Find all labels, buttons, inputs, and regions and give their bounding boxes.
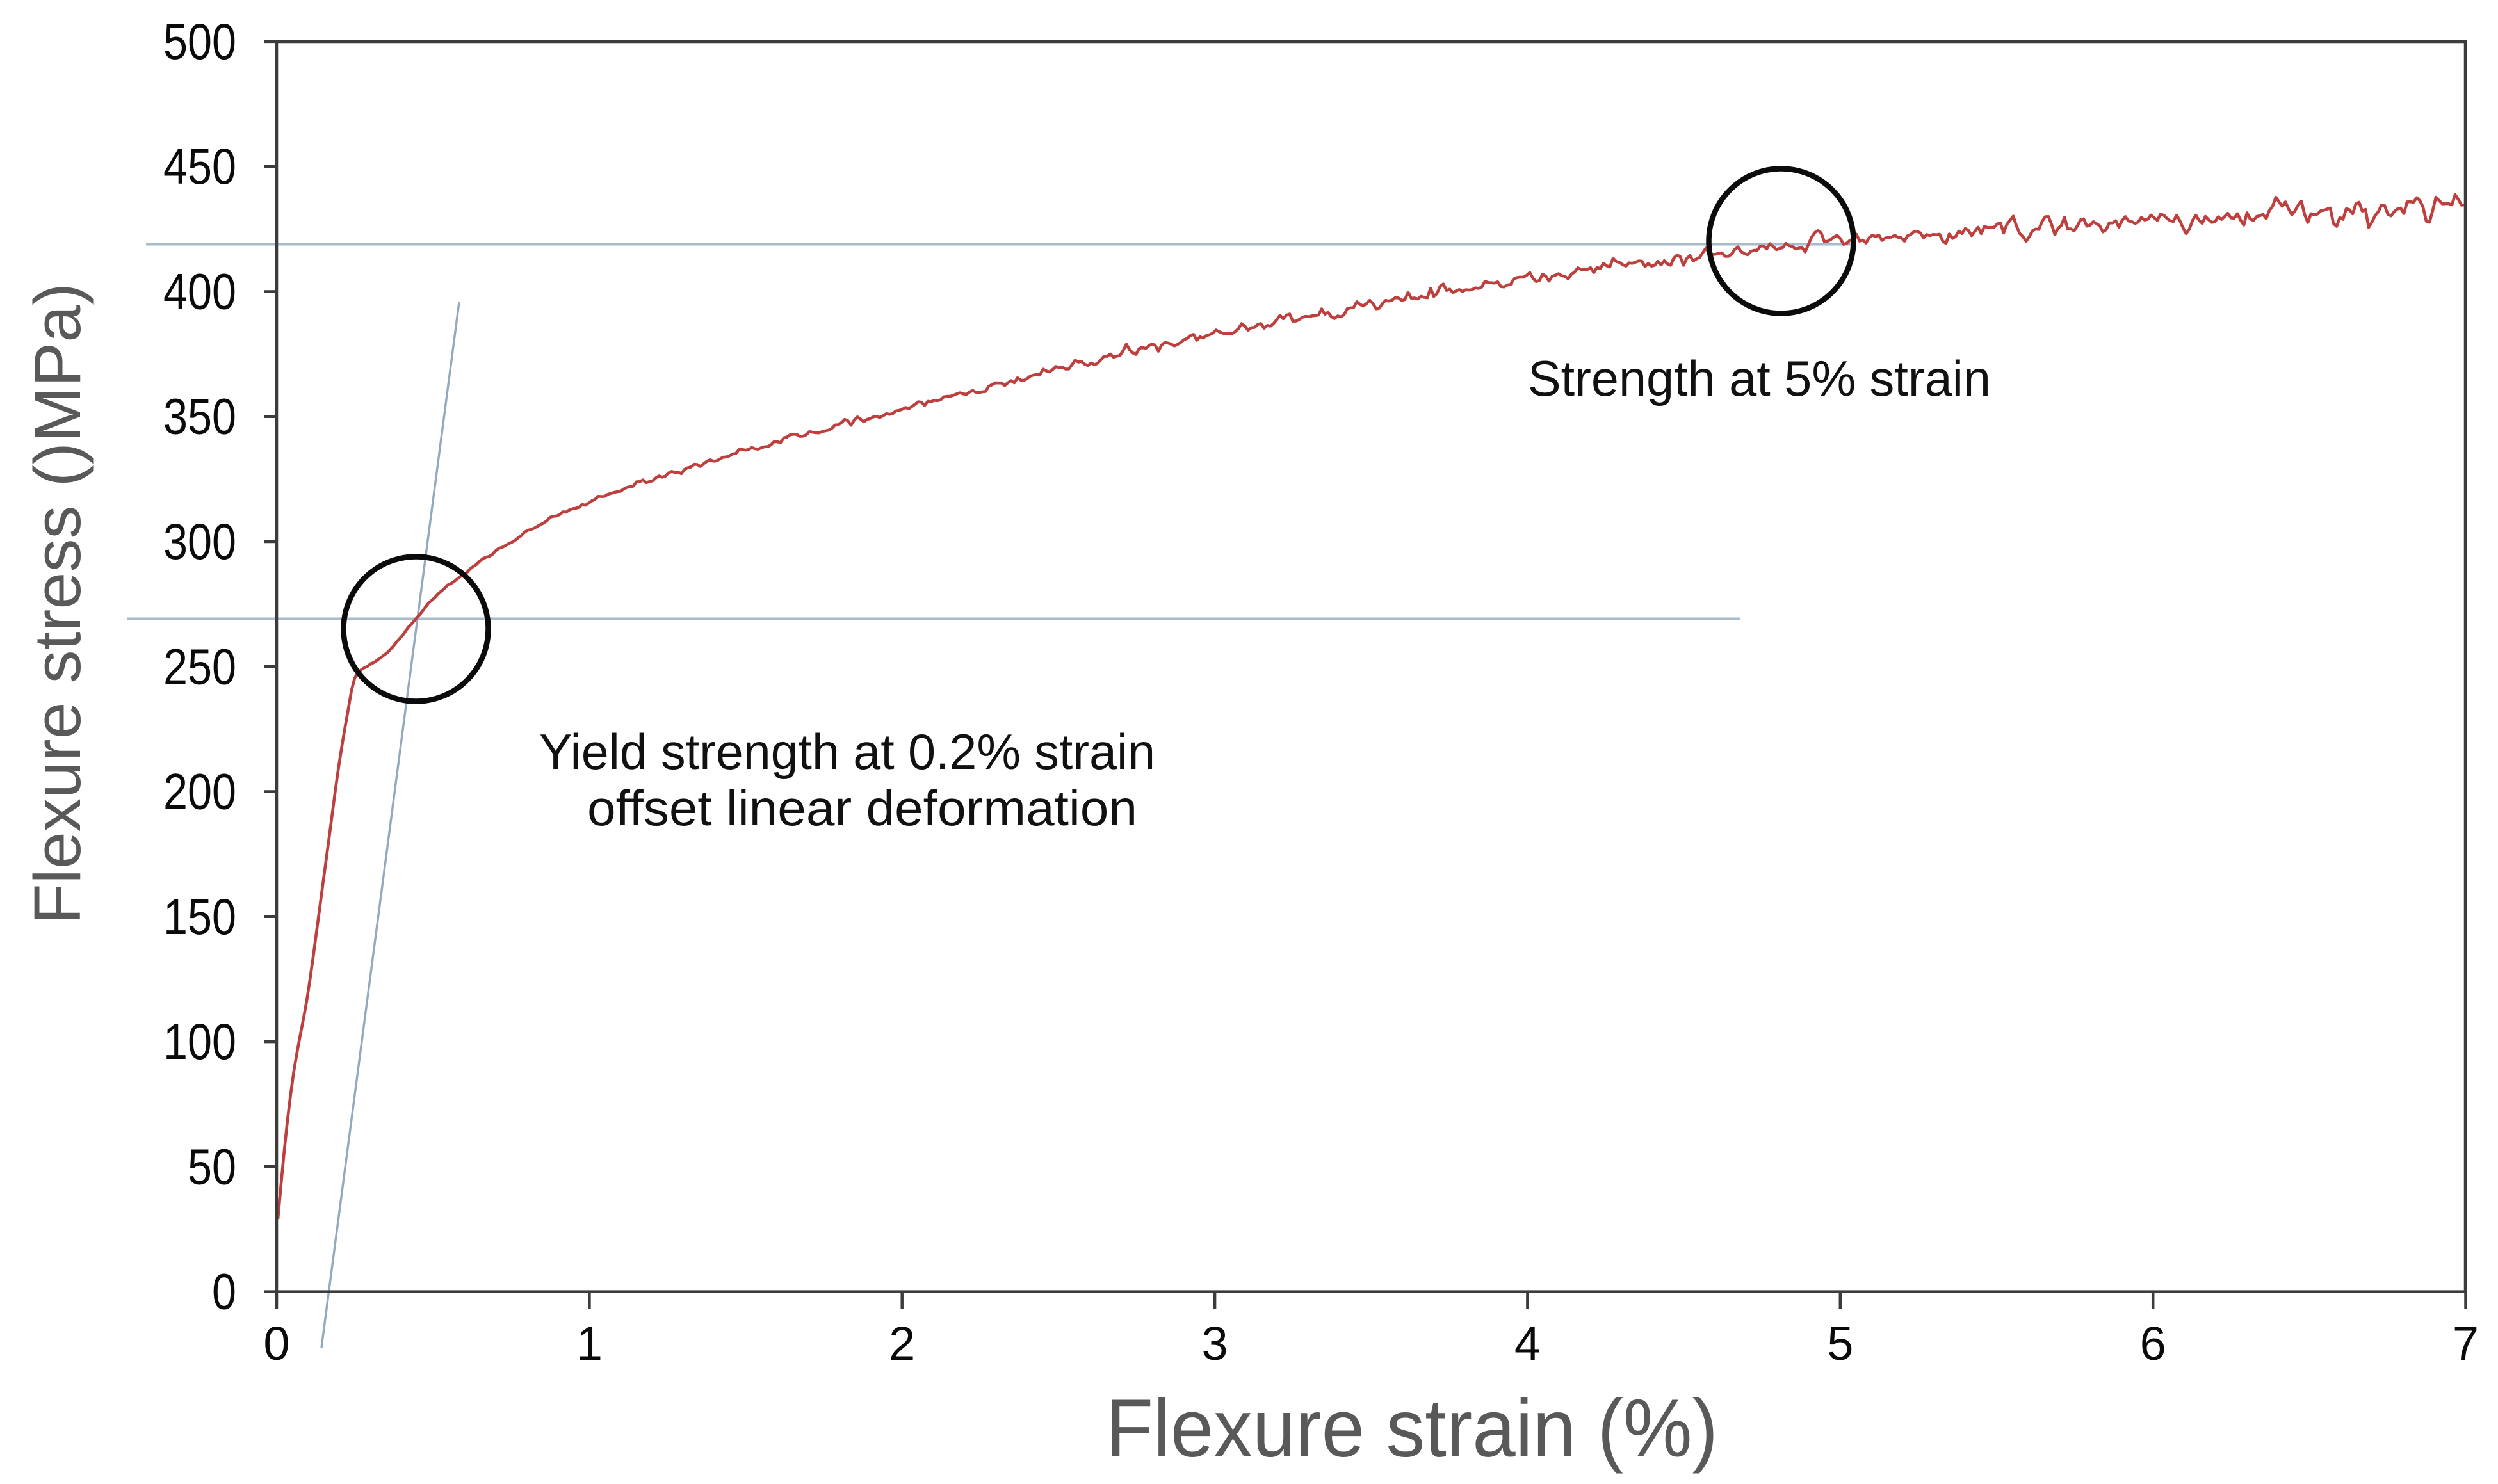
svg-text:200: 200 bbox=[163, 763, 236, 820]
svg-text:5: 5 bbox=[1827, 1317, 1853, 1370]
svg-text:6: 6 bbox=[2140, 1317, 2166, 1370]
svg-text:1: 1 bbox=[576, 1317, 603, 1370]
svg-text:400: 400 bbox=[163, 263, 236, 320]
svg-text:7: 7 bbox=[2453, 1317, 2479, 1370]
svg-text:500: 500 bbox=[163, 13, 236, 70]
svg-text:100: 100 bbox=[163, 1013, 236, 1070]
svg-text:2: 2 bbox=[889, 1317, 915, 1370]
svg-text:Strength at 5% strain: Strength at 5% strain bbox=[1528, 350, 1991, 407]
svg-text:150: 150 bbox=[163, 888, 236, 945]
svg-text:250: 250 bbox=[163, 638, 236, 695]
svg-text:450: 450 bbox=[163, 138, 236, 195]
svg-text:0: 0 bbox=[263, 1317, 289, 1370]
svg-text:Yield strength at 0.2% strain: Yield strength at 0.2% strain bbox=[539, 723, 1155, 780]
svg-text:offset linear deformation: offset linear deformation bbox=[587, 780, 1137, 836]
svg-text:350: 350 bbox=[163, 388, 236, 445]
svg-text:Flexure strain (%): Flexure strain (%) bbox=[1106, 1383, 1718, 1474]
svg-text:3: 3 bbox=[1202, 1317, 1228, 1370]
svg-text:4: 4 bbox=[1514, 1317, 1541, 1370]
svg-text:Flexure stress ()MPa): Flexure stress ()MPa) bbox=[20, 283, 94, 924]
svg-text:0: 0 bbox=[212, 1263, 236, 1320]
svg-text:300: 300 bbox=[163, 513, 236, 570]
svg-text:50: 50 bbox=[188, 1138, 236, 1195]
